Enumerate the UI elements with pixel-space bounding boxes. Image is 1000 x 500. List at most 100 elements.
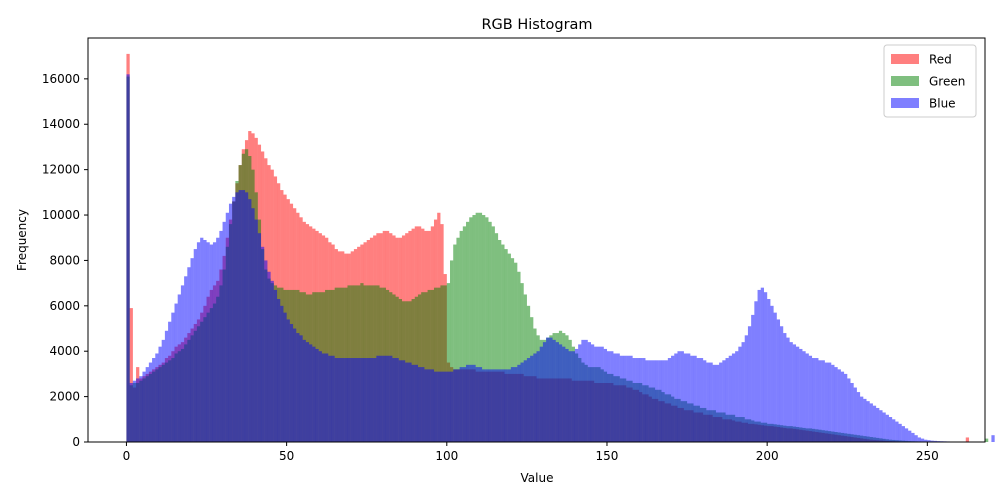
bar-blue-100 [446, 371, 451, 442]
y-axis: 0 2000 4000 6000 8000 10000 12000 14000 16000 [42, 72, 88, 449]
bar-blue-44 [267, 271, 271, 442]
bar-blue-183 [712, 364, 716, 442]
bar-blue-126 [530, 355, 534, 442]
bar-blue-222 [837, 369, 841, 442]
bar-blue-48 [280, 305, 284, 442]
y-tick-label: 0 [72, 435, 80, 449]
bar-green-108 [472, 215, 476, 442]
bar-blue-233 [872, 405, 877, 442]
bar-green-101 [450, 260, 454, 442]
bar-blue-47 [277, 299, 281, 442]
bar-blue-157 [629, 355, 633, 442]
bar-blue-104 [459, 367, 463, 442]
bar-blue-150 [606, 351, 611, 442]
bar-blue-30 [222, 221, 226, 442]
bar-blue-115 [494, 369, 499, 442]
x-tick-label: 150 [596, 449, 619, 463]
bar-blue-69 [347, 358, 351, 442]
bar-blue-210 [799, 348, 803, 442]
bar-blue-113 [488, 369, 492, 442]
bar-blue-25 [206, 242, 210, 442]
bar-blue-137 [565, 348, 569, 442]
bar-blue-51 [289, 323, 294, 442]
y-tick-label: 16000 [42, 72, 80, 86]
bar-blue-7 [148, 362, 153, 442]
bar-blue-147 [597, 346, 601, 442]
bar-blue-142 [581, 339, 585, 442]
bar-blue-174 [683, 353, 688, 442]
bar-green-100 [446, 283, 451, 442]
bar-blue-209 [795, 346, 800, 442]
bar-blue-74 [363, 358, 367, 442]
bar-blue-117 [501, 369, 505, 442]
bar-blue-162 [645, 360, 649, 442]
legend-label-green: Green [929, 75, 965, 89]
bar-blue-105 [462, 367, 467, 442]
bar-blue-127 [533, 353, 537, 442]
x-axis: 0 50 100 150 200 250 [123, 442, 939, 463]
bar-blue-39 [251, 208, 255, 442]
bar-blue-205 [783, 333, 787, 442]
bar-blue-82 [389, 355, 393, 442]
bar-blue-219 [828, 362, 832, 442]
bar-green-110 [478, 212, 483, 442]
bar-blue-202 [773, 312, 777, 442]
bar-blue-141 [578, 344, 582, 442]
legend-swatch-green [891, 76, 919, 86]
bar-blue-145 [590, 344, 595, 442]
bar-blue-96 [433, 371, 438, 442]
bar-blue-217 [821, 360, 825, 442]
bar-blue-220 [831, 364, 835, 442]
bar-blue-56 [305, 342, 310, 442]
y-tick-label: 6000 [49, 299, 80, 313]
bar-green-104 [459, 230, 463, 442]
bar-green-98 [440, 285, 444, 442]
bar-blue-79 [379, 355, 383, 442]
bar-blue-57 [309, 344, 313, 442]
bar-blue-36 [241, 190, 246, 442]
bar-blue-238 [888, 417, 893, 442]
bar-blue-17 [180, 285, 185, 442]
bar-blue-8 [152, 358, 156, 442]
bar-blue-35 [238, 190, 242, 442]
bar-blue-242 [901, 426, 905, 442]
bar-blue-212 [805, 353, 809, 442]
bar-blue-94 [427, 369, 431, 442]
bar-blue-21 [193, 249, 197, 442]
bar-blue-207 [789, 342, 793, 442]
bar-blue-149 [603, 348, 608, 442]
bar-blue-181 [706, 362, 710, 442]
bar-blue-5 [142, 371, 146, 442]
bar-blue-232 [869, 403, 873, 442]
bar-blue-71 [353, 358, 358, 442]
bar-blue-61 [321, 353, 326, 442]
bar-blue-246 [914, 435, 918, 442]
bar-blue-123 [520, 362, 524, 442]
bar-green-117 [501, 244, 505, 442]
bar-red-1 [129, 308, 133, 442]
legend-label-red: Red [929, 53, 952, 67]
bar-blue-81 [385, 355, 390, 442]
bar-blue-206 [786, 337, 790, 442]
y-tick-label: 10000 [42, 208, 80, 222]
bar-green-268 [985, 438, 989, 442]
bar-blue-171 [674, 353, 678, 442]
bar-blue-214 [812, 358, 816, 442]
bar-blue-23 [200, 237, 204, 442]
bar-blue-6 [145, 367, 149, 442]
bar-blue-184 [715, 364, 720, 442]
bar-blue-38 [248, 199, 252, 442]
bar-blue-195 [751, 314, 755, 442]
bar-blue-198 [760, 287, 764, 442]
legend-swatch-red [891, 54, 919, 64]
bar-green-109 [475, 212, 479, 442]
bar-blue-193 [744, 335, 748, 442]
bar-blue-251 [930, 440, 934, 442]
bar-blue-75 [366, 358, 370, 442]
bar-blue-213 [808, 355, 813, 442]
bar-blue-224 [844, 373, 848, 442]
bar-blue-86 [401, 360, 406, 442]
bar-blue-121 [514, 367, 518, 442]
bar-blue-230 [863, 398, 867, 442]
bar-blue-18 [184, 276, 188, 442]
